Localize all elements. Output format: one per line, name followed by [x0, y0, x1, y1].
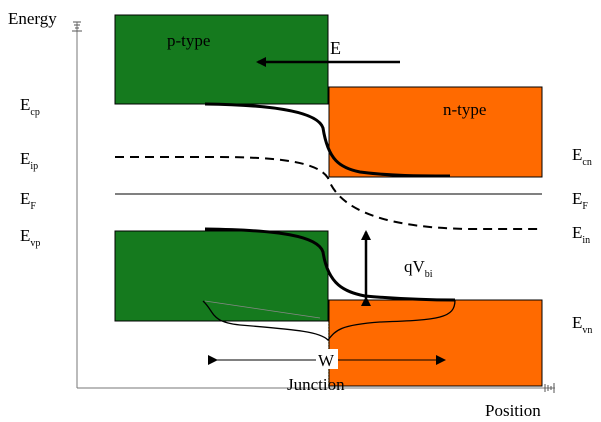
- depletion-outline: [202, 299, 456, 341]
- y-axis-label: Energy: [8, 9, 57, 28]
- ecn-label: Ecn: [572, 145, 592, 168]
- x-axis-label: Position: [485, 401, 541, 420]
- ecp-label: Ecp: [20, 95, 40, 118]
- p-type-label: p-type: [167, 31, 210, 50]
- p-conduction-band: [114, 14, 329, 105]
- y-axis-arrow-icon: [72, 21, 82, 32]
- n-conduction-band: [328, 86, 543, 178]
- ein-label: Ein: [572, 223, 590, 246]
- n-valence-band: [328, 299, 543, 387]
- x-axis-arrow-icon: [544, 383, 555, 393]
- width-label-bg: [316, 349, 338, 369]
- valence-band-curve: [204, 227, 456, 302]
- intrinsic-level-curve: [115, 156, 542, 230]
- conduction-band-curve: [204, 102, 451, 178]
- width-label: W: [318, 351, 335, 370]
- eip-label: Eip: [20, 149, 38, 172]
- n-type-label: n-type: [443, 100, 486, 119]
- p-valence-band: [114, 230, 329, 322]
- built-in-potential-label: qVbi: [404, 257, 433, 280]
- junction-label: Junction: [287, 375, 345, 394]
- ef-right-label: EF: [572, 189, 588, 212]
- evp-label: Evp: [20, 226, 40, 249]
- electric-field-label: E: [330, 38, 341, 58]
- ef-left-label: EF: [20, 189, 36, 212]
- evn-label: Evn: [572, 313, 592, 336]
- depletion-hint-line: [204, 300, 321, 319]
